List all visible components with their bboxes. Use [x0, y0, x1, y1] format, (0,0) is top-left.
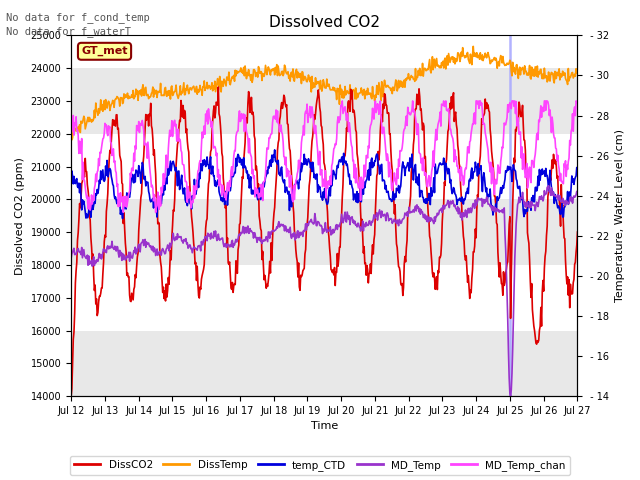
- Y-axis label: Temperature, Water Level (cm): Temperature, Water Level (cm): [615, 129, 625, 302]
- Bar: [71, 265, 577, 331]
- Legend: DissCO2, DissTemp, temp_CTD, MD_Temp, MD_Temp_chan: DissCO2, DissTemp, temp_CTD, MD_Temp, MD…: [70, 456, 570, 475]
- Text: No data for f_waterT: No data for f_waterT: [6, 26, 131, 37]
- Text: GT_met: GT_met: [81, 46, 128, 57]
- Text: No data for f_cond_temp: No data for f_cond_temp: [6, 12, 150, 23]
- Title: Dissolved CO2: Dissolved CO2: [269, 15, 380, 30]
- Y-axis label: Dissolved CO2 (ppm): Dissolved CO2 (ppm): [15, 157, 25, 275]
- Bar: [71, 68, 577, 134]
- Bar: [71, 199, 577, 265]
- Bar: [71, 134, 577, 199]
- Bar: [71, 36, 577, 68]
- Bar: [71, 331, 577, 396]
- X-axis label: Time: Time: [310, 421, 338, 432]
